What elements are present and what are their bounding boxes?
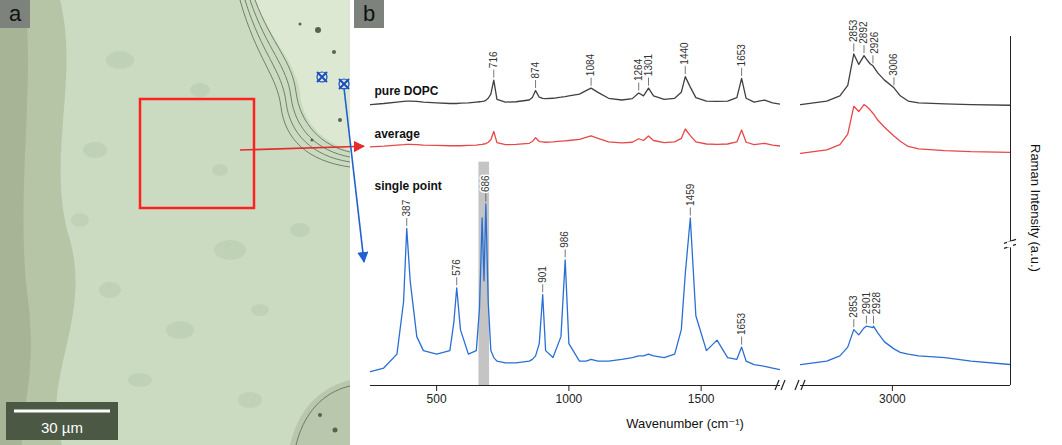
svg-text:500: 500 [427,392,447,406]
svg-text:2853: 2853 [848,19,859,42]
svg-text:2928: 2928 [871,291,882,314]
svg-text:2892: 2892 [858,21,869,44]
svg-text:2901: 2901 [861,291,872,314]
svg-text:1264: 1264 [633,58,644,81]
svg-text:3000: 3000 [879,392,906,406]
svg-text:901: 901 [537,266,548,283]
svg-text:average: average [375,127,421,141]
svg-text:1301: 1301 [643,53,654,76]
svg-text:1653: 1653 [736,312,747,335]
svg-text:30 µm: 30 µm [41,419,83,436]
svg-text:pure DOPC: pure DOPC [375,84,439,98]
svg-text:686: 686 [480,175,491,192]
html-text:Wavenumber (cm⁻¹): Wavenumber (cm⁻¹) [626,416,744,431]
svg-text:716: 716 [488,51,499,68]
svg-text:b: b [363,1,375,26]
svg-text:2853: 2853 [848,295,859,318]
svg-text:1000: 1000 [556,392,583,406]
svg-text:single point: single point [375,179,442,193]
svg-text:874: 874 [530,61,541,78]
svg-text:1653: 1653 [736,44,747,67]
svg-text:576: 576 [451,259,462,276]
svg-text:2926: 2926 [869,31,880,54]
svg-text:1500: 1500 [688,392,715,406]
html-text:Raman Intensity (a.u.): Raman Intensity (a.u.) [1027,143,1043,272]
svg-text:986: 986 [559,231,570,248]
svg-text:1459: 1459 [685,183,696,206]
svg-text:a: a [9,1,22,26]
svg-text:3006: 3006 [888,53,899,76]
svg-text:387: 387 [401,199,412,216]
svg-text:1084: 1084 [585,53,596,76]
svg-text:1440: 1440 [679,42,690,65]
